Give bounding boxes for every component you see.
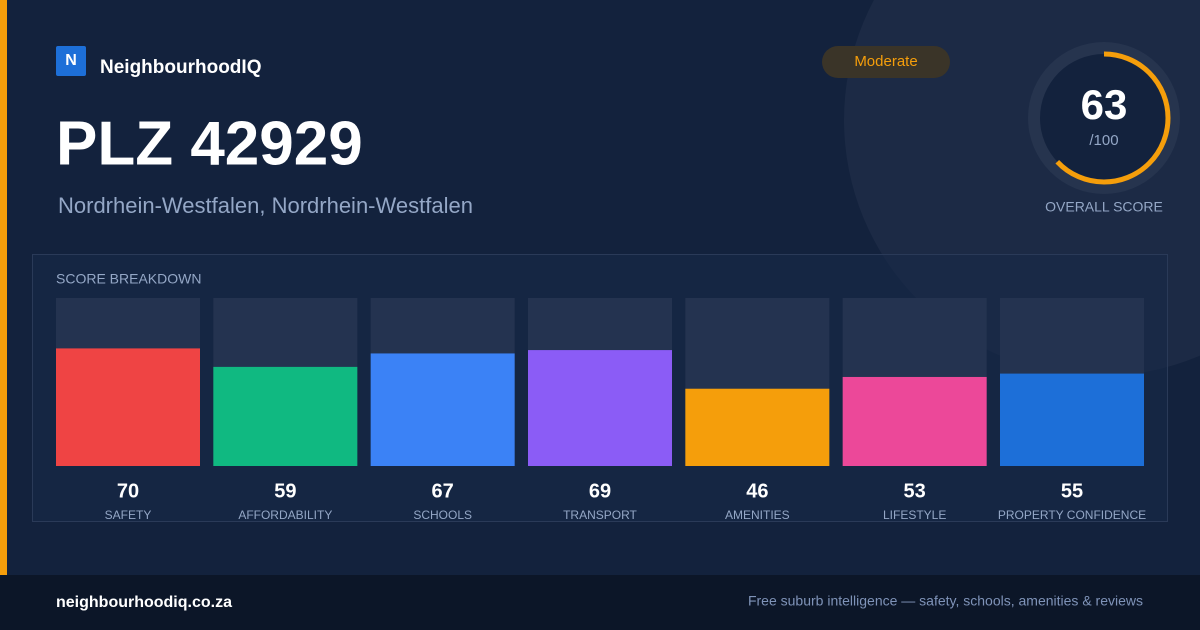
brand-name: NeighbourhoodIQ <box>100 57 261 78</box>
bar <box>528 350 672 466</box>
overall-score: 63 <box>1081 81 1128 128</box>
footer-site: neighbourhoodiq.co.za <box>56 594 232 611</box>
bar-label: TRANSPORT <box>563 508 637 522</box>
bar-value: 59 <box>274 480 296 502</box>
bar <box>1000 373 1144 466</box>
score-ring <box>1037 51 1171 185</box>
bar-value: 69 <box>589 480 611 502</box>
bar-value: 67 <box>432 480 454 502</box>
footer <box>0 575 1200 630</box>
breakdown-title: SCORE BREAKDOWN <box>56 271 201 287</box>
title: PLZ 42929 <box>56 109 363 178</box>
badge <box>822 46 950 78</box>
bar-value: 53 <box>904 480 926 502</box>
logo-letter: N <box>65 52 77 69</box>
bar-label: SCHOOLS <box>413 508 472 522</box>
bar <box>213 366 358 466</box>
overall-max: /100 <box>1089 132 1118 149</box>
bar-label: PROPERTY CONFIDENCE <box>998 508 1146 522</box>
bar-label: AFFORDABILITY <box>238 508 332 522</box>
bar-value: 46 <box>746 480 768 502</box>
footer-tagline: Free suburb intelligence — safety, schoo… <box>748 593 1143 609</box>
bar <box>370 353 515 466</box>
bar <box>685 388 830 466</box>
bar-label: SAFETY <box>105 508 152 522</box>
bar-label: AMENITIES <box>725 508 790 522</box>
ring-inner <box>1040 54 1168 182</box>
bar-label: LIFESTYLE <box>883 508 946 522</box>
bar <box>842 376 987 466</box>
bar-value: 55 <box>1061 480 1083 502</box>
bar <box>56 348 200 466</box>
subtitle: Nordrhein-Westfalen, Nordrhein-Westfalen <box>58 193 473 218</box>
badge-text: Moderate <box>854 53 917 70</box>
accent-stripe <box>0 0 7 575</box>
bar-value: 70 <box>117 480 139 502</box>
logo <box>56 46 86 76</box>
overall-label: OVERALL SCORE <box>1045 199 1163 215</box>
